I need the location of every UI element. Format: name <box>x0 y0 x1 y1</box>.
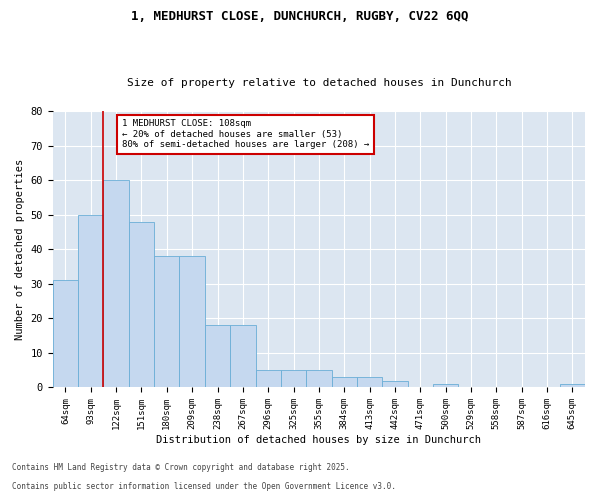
Bar <box>179 256 205 388</box>
Bar <box>154 256 179 388</box>
Bar <box>129 222 154 388</box>
X-axis label: Distribution of detached houses by size in Dunchurch: Distribution of detached houses by size … <box>157 435 481 445</box>
Bar <box>433 384 458 388</box>
Bar <box>53 280 78 388</box>
Bar <box>306 370 332 388</box>
Text: Contains HM Land Registry data © Crown copyright and database right 2025.: Contains HM Land Registry data © Crown c… <box>12 464 350 472</box>
Bar <box>382 380 407 388</box>
Text: 1, MEDHURST CLOSE, DUNCHURCH, RUGBY, CV22 6QQ: 1, MEDHURST CLOSE, DUNCHURCH, RUGBY, CV2… <box>131 10 469 23</box>
Bar <box>560 384 585 388</box>
Bar <box>103 180 129 388</box>
Text: 1 MEDHURST CLOSE: 108sqm
← 20% of detached houses are smaller (53)
80% of semi-d: 1 MEDHURST CLOSE: 108sqm ← 20% of detach… <box>122 120 369 149</box>
Title: Size of property relative to detached houses in Dunchurch: Size of property relative to detached ho… <box>127 78 511 88</box>
Bar <box>230 326 256 388</box>
Bar <box>332 377 357 388</box>
Bar <box>256 370 281 388</box>
Text: Contains public sector information licensed under the Open Government Licence v3: Contains public sector information licen… <box>12 482 396 491</box>
Bar <box>205 326 230 388</box>
Y-axis label: Number of detached properties: Number of detached properties <box>15 158 25 340</box>
Bar <box>78 214 103 388</box>
Bar <box>281 370 306 388</box>
Bar <box>357 377 382 388</box>
